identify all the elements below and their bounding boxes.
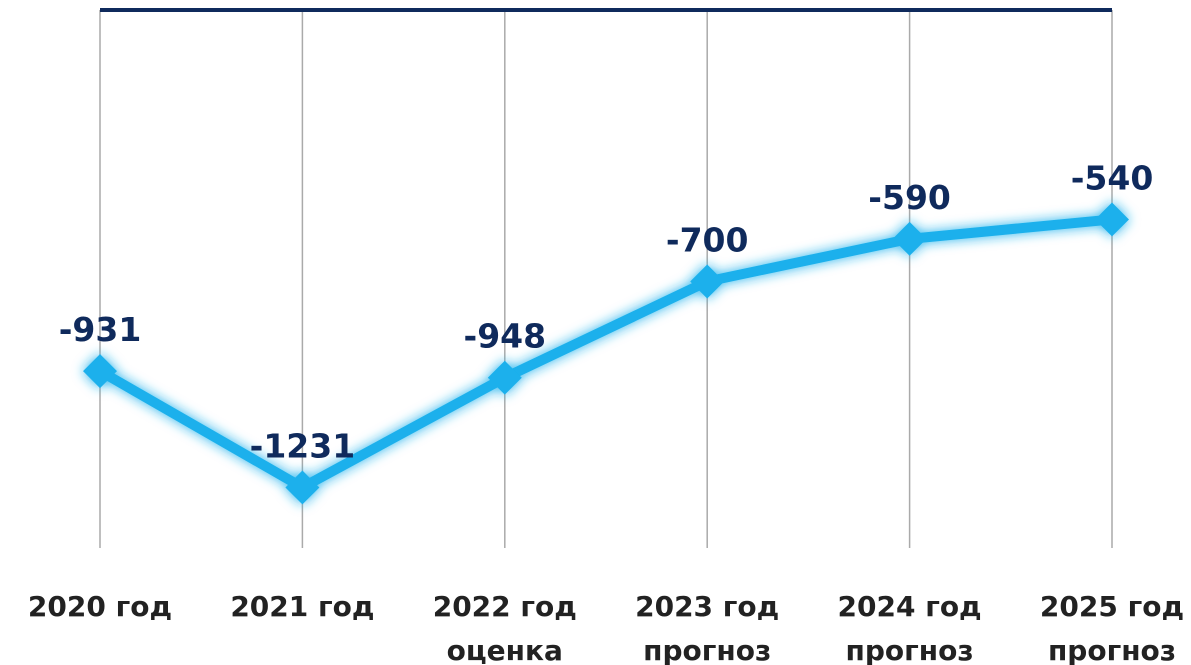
x-tick-label: 2022 год оценка <box>433 590 577 665</box>
x-tick-label: 2024 год прогноз <box>838 590 982 665</box>
marker <box>1095 202 1129 237</box>
marker <box>285 470 320 505</box>
data-label: -540 <box>1071 158 1154 197</box>
x-tick-label: 2020 год <box>28 590 172 623</box>
marker <box>487 360 522 395</box>
x-tick-label: 2021 год <box>230 590 374 623</box>
x-tick-label: 2023 год прогноз <box>635 590 779 665</box>
data-label: -948 <box>464 317 547 356</box>
marker <box>690 264 725 299</box>
x-tick-label: 2025 год прогноз <box>1040 590 1184 665</box>
data-label: -700 <box>666 221 749 260</box>
line <box>97 214 1113 493</box>
data-label: -1231 <box>250 426 356 465</box>
data-label: -590 <box>868 178 951 217</box>
marker <box>892 221 927 256</box>
series <box>83 202 1129 505</box>
data-label: -931 <box>59 310 142 349</box>
